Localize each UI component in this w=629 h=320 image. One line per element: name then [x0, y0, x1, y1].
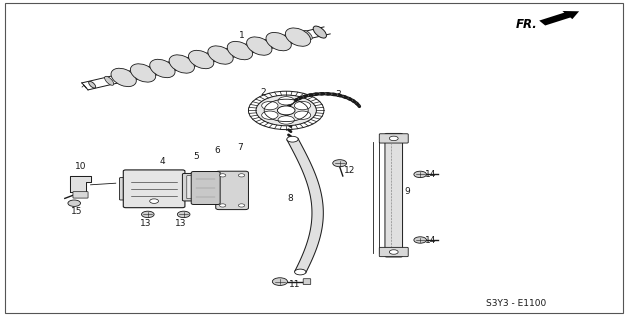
- Ellipse shape: [169, 55, 194, 73]
- Ellipse shape: [129, 71, 138, 80]
- Ellipse shape: [148, 66, 157, 75]
- FancyBboxPatch shape: [73, 192, 88, 198]
- FancyBboxPatch shape: [187, 176, 201, 199]
- Text: 11: 11: [289, 280, 300, 289]
- FancyBboxPatch shape: [379, 134, 408, 143]
- Text: 15: 15: [71, 207, 82, 216]
- Circle shape: [287, 136, 298, 142]
- Circle shape: [389, 136, 398, 141]
- Circle shape: [294, 111, 311, 119]
- Text: 3: 3: [335, 90, 342, 99]
- FancyBboxPatch shape: [182, 173, 205, 201]
- Circle shape: [389, 250, 398, 254]
- Text: 2: 2: [260, 88, 265, 97]
- Circle shape: [333, 160, 347, 167]
- Ellipse shape: [187, 57, 196, 66]
- FancyArrow shape: [539, 11, 579, 26]
- Ellipse shape: [89, 81, 96, 88]
- Ellipse shape: [104, 76, 114, 85]
- Text: FR.: FR.: [516, 18, 538, 30]
- Ellipse shape: [266, 32, 291, 51]
- Ellipse shape: [167, 62, 177, 71]
- Circle shape: [272, 278, 287, 285]
- Text: 6: 6: [214, 146, 220, 155]
- Text: 10: 10: [75, 162, 86, 171]
- Circle shape: [177, 211, 190, 218]
- Circle shape: [150, 199, 159, 204]
- Ellipse shape: [303, 30, 312, 39]
- Polygon shape: [70, 176, 91, 192]
- Text: 13: 13: [175, 220, 187, 228]
- Circle shape: [294, 269, 306, 275]
- Ellipse shape: [130, 64, 156, 82]
- Circle shape: [262, 111, 278, 119]
- Circle shape: [220, 204, 226, 207]
- Text: 9: 9: [404, 188, 411, 196]
- Circle shape: [414, 237, 426, 243]
- FancyBboxPatch shape: [191, 172, 220, 204]
- Text: 14: 14: [425, 170, 436, 179]
- Circle shape: [278, 97, 294, 105]
- Text: 1: 1: [239, 31, 245, 40]
- Circle shape: [142, 211, 154, 218]
- Ellipse shape: [247, 37, 272, 55]
- FancyBboxPatch shape: [216, 171, 248, 210]
- Text: 5: 5: [193, 152, 199, 161]
- Ellipse shape: [313, 26, 326, 38]
- FancyBboxPatch shape: [181, 178, 192, 200]
- Text: 13: 13: [140, 220, 152, 228]
- FancyBboxPatch shape: [120, 178, 131, 200]
- Circle shape: [414, 171, 426, 178]
- Circle shape: [294, 101, 311, 110]
- Circle shape: [238, 174, 245, 177]
- Ellipse shape: [189, 50, 214, 69]
- Ellipse shape: [286, 28, 311, 46]
- Text: 8: 8: [287, 194, 294, 203]
- Circle shape: [220, 174, 226, 177]
- Circle shape: [238, 204, 245, 207]
- Text: S3Y3 - E1100: S3Y3 - E1100: [486, 299, 546, 308]
- Text: 7: 7: [237, 143, 243, 152]
- FancyBboxPatch shape: [303, 279, 311, 284]
- Ellipse shape: [208, 46, 233, 64]
- Circle shape: [68, 200, 81, 206]
- FancyBboxPatch shape: [385, 133, 403, 257]
- Circle shape: [277, 106, 295, 115]
- Ellipse shape: [245, 44, 254, 53]
- Ellipse shape: [150, 59, 175, 78]
- Circle shape: [278, 116, 294, 124]
- Polygon shape: [287, 139, 323, 273]
- Circle shape: [256, 95, 316, 126]
- Circle shape: [262, 101, 278, 110]
- Ellipse shape: [264, 39, 274, 48]
- Text: 14: 14: [425, 236, 436, 245]
- FancyBboxPatch shape: [123, 170, 185, 208]
- Ellipse shape: [111, 68, 136, 87]
- Text: 12: 12: [344, 166, 355, 175]
- FancyBboxPatch shape: [379, 247, 408, 257]
- Ellipse shape: [284, 35, 293, 44]
- Ellipse shape: [226, 48, 235, 57]
- Text: 4: 4: [160, 157, 165, 166]
- Ellipse shape: [206, 53, 215, 62]
- Ellipse shape: [227, 41, 253, 60]
